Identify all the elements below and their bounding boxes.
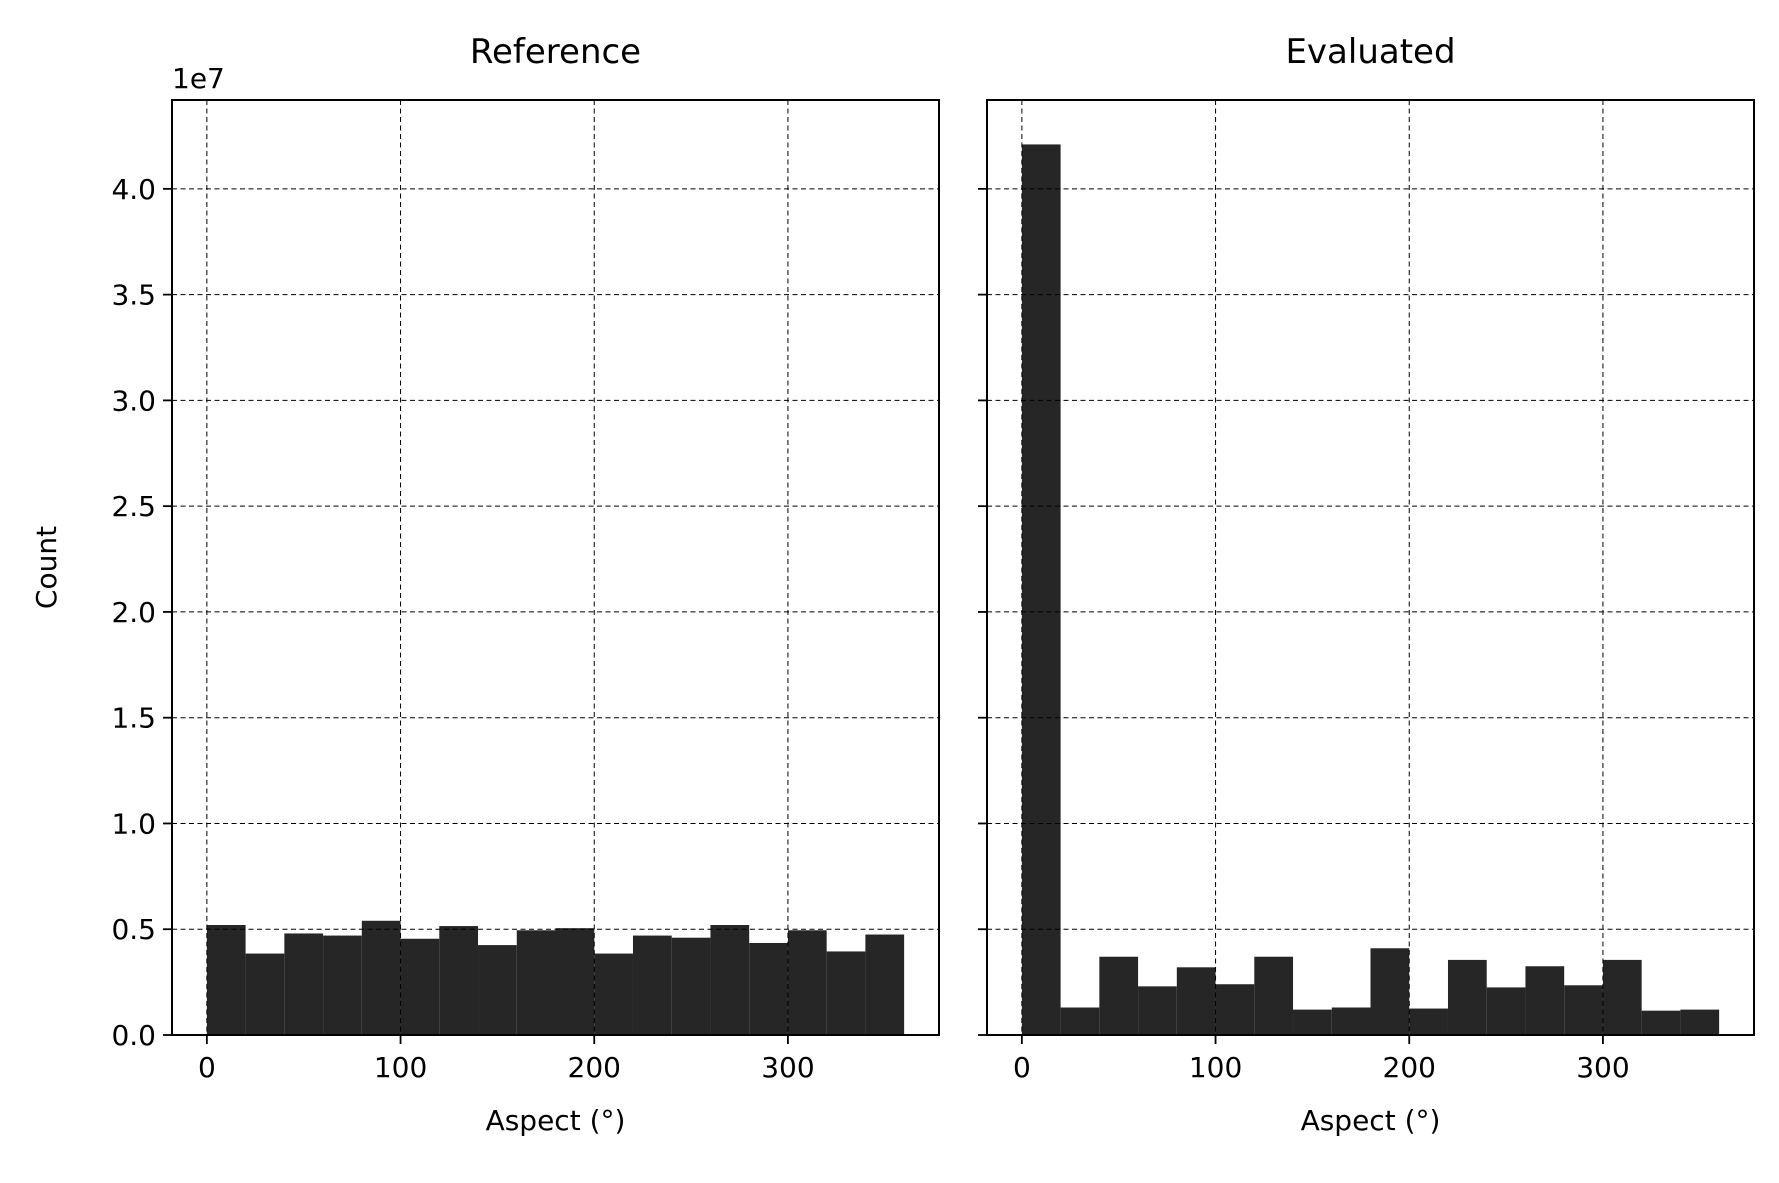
- x-tick-label: 0: [198, 1051, 216, 1084]
- x-tick-label: 200: [1383, 1051, 1436, 1084]
- y-tick-label: 1.5: [111, 702, 156, 735]
- histogram-bar: [1447, 959, 1487, 1035]
- histogram-bar: [245, 953, 285, 1035]
- y-tick-label: 2.5: [111, 490, 156, 523]
- axes-frame: [986, 99, 1755, 1036]
- histogram-bars: [1021, 144, 1720, 1035]
- histogram-bar: [594, 953, 633, 1035]
- histogram-bar: [439, 926, 479, 1035]
- histogram-bar: [1680, 1009, 1720, 1035]
- histogram-bar: [1641, 1010, 1681, 1035]
- histogram-bar: [323, 935, 362, 1035]
- histogram-bar: [1409, 1008, 1448, 1035]
- histogram-bars: [206, 920, 905, 1035]
- x-axis-label: Aspect (°): [486, 1104, 626, 1137]
- histogram-bar: [516, 930, 556, 1035]
- x-tick-label: 100: [374, 1051, 427, 1084]
- histogram-bar: [671, 937, 711, 1035]
- histogram-bar: [1370, 948, 1410, 1035]
- histogram-bar: [1138, 986, 1177, 1035]
- histogram-bar: [284, 933, 324, 1035]
- y-tick-label: 3.5: [111, 279, 156, 312]
- histogram-bar: [1564, 985, 1603, 1035]
- y-axis-label: Count: [30, 526, 63, 609]
- histogram-bar: [1021, 144, 1061, 1035]
- x-tick-label: 100: [1189, 1051, 1242, 1084]
- histogram-bar: [555, 928, 595, 1035]
- histogram-bar: [1525, 966, 1565, 1035]
- histogram-bar: [1254, 956, 1294, 1035]
- x-tick-label: 300: [761, 1051, 814, 1084]
- histogram-bar: [632, 935, 672, 1035]
- y-tick-label: 2.0: [111, 596, 156, 629]
- histogram-bar: [1099, 956, 1139, 1035]
- histogram-bar: [206, 925, 246, 1035]
- histogram-bar: [1293, 1009, 1332, 1035]
- histogram-bar: [1331, 1007, 1371, 1035]
- chart-panel-2: 0 100 200 300 Evaluated Aspect (°): [978, 32, 1755, 1137]
- histogram-bar: [826, 951, 866, 1035]
- x-tick-label: 200: [568, 1051, 621, 1084]
- chart-panel-1: 0 100 200 300 0.0 0.5 1.0 1.5 2.0 2.5 3.0 3.5 4.0 Ref…: [30, 32, 940, 1137]
- histogram-bar: [865, 934, 905, 1035]
- histogram-bar: [400, 938, 440, 1035]
- histogram-bar: [478, 945, 517, 1035]
- histogram-bar: [1486, 987, 1526, 1035]
- axes-frame: [171, 99, 940, 1036]
- histogram-bar: [1215, 984, 1255, 1035]
- x-tick-label: 0: [1013, 1051, 1031, 1084]
- x-tick-label: 300: [1576, 1051, 1629, 1084]
- histogram-bar: [787, 930, 827, 1035]
- y-tick-label: 4.0: [111, 173, 156, 206]
- y-tick-label: 3.0: [111, 384, 156, 417]
- y-tick-label: 0.5: [111, 913, 156, 946]
- x-axis-label: Aspect (°): [1301, 1104, 1441, 1137]
- chart-title: Evaluated: [1285, 32, 1455, 72]
- grid-lines: [987, 100, 1754, 1036]
- histogram-bar: [1602, 959, 1642, 1035]
- grid-lines: [172, 100, 939, 1036]
- y-offset-label: 1e7: [172, 62, 225, 95]
- histogram-bar: [1060, 1007, 1100, 1035]
- chart-title: Reference: [470, 32, 641, 72]
- histogram-bar: [710, 925, 750, 1035]
- histogram-bar: [361, 920, 401, 1035]
- histogram-bar: [1176, 967, 1216, 1035]
- histogram-bar: [749, 942, 788, 1035]
- y-tick-label: 0.0: [111, 1019, 156, 1052]
- y-tick-label: 1.0: [111, 807, 156, 840]
